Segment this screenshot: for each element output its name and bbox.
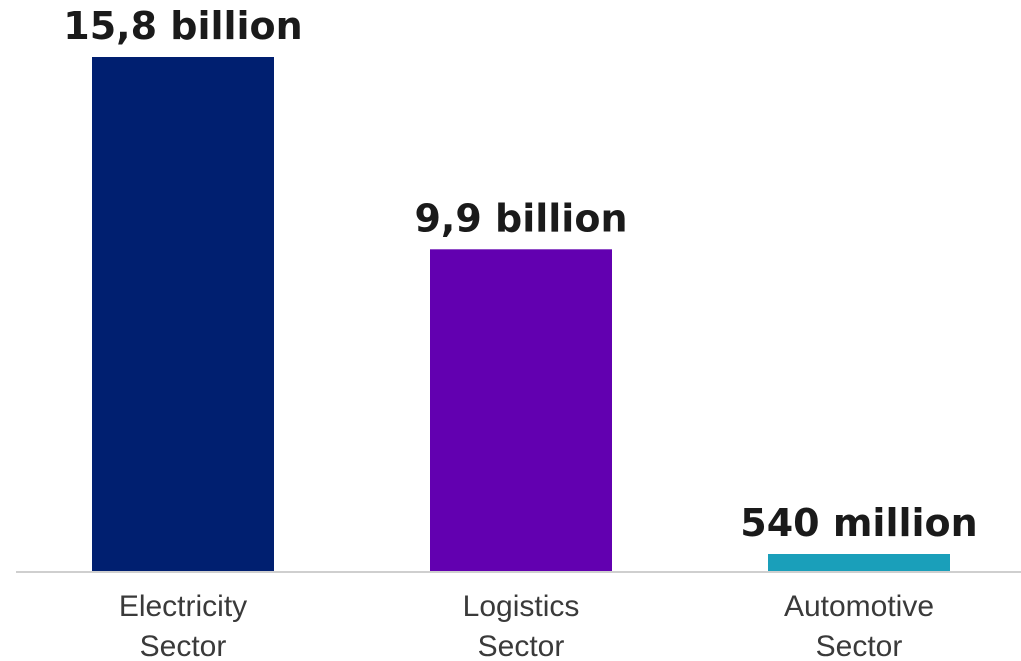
category-label-line: Sector xyxy=(478,630,565,661)
category-label-line: Logistics xyxy=(463,590,580,623)
category-label-3: Automotive Sector xyxy=(784,590,934,661)
bar-2 xyxy=(430,249,612,572)
value-label-2: 9,9 billion xyxy=(414,196,627,240)
category-label-line: Automotive xyxy=(784,590,934,623)
bar-3 xyxy=(768,554,950,572)
value-label-3: 540 million xyxy=(740,501,977,545)
category-label-line: Electricity xyxy=(119,590,247,623)
value-labels-group: 15,8 billion 9,9 billion 540 million xyxy=(63,4,977,545)
category-label-2: Logistics Sector xyxy=(463,590,580,661)
category-label-1: Electricity Sector xyxy=(119,590,247,661)
bar-1 xyxy=(92,57,274,572)
value-label-1: 15,8 billion xyxy=(63,4,302,48)
bars-group xyxy=(92,57,950,572)
category-label-line: Sector xyxy=(140,630,227,661)
category-label-line: Sector xyxy=(816,630,903,661)
